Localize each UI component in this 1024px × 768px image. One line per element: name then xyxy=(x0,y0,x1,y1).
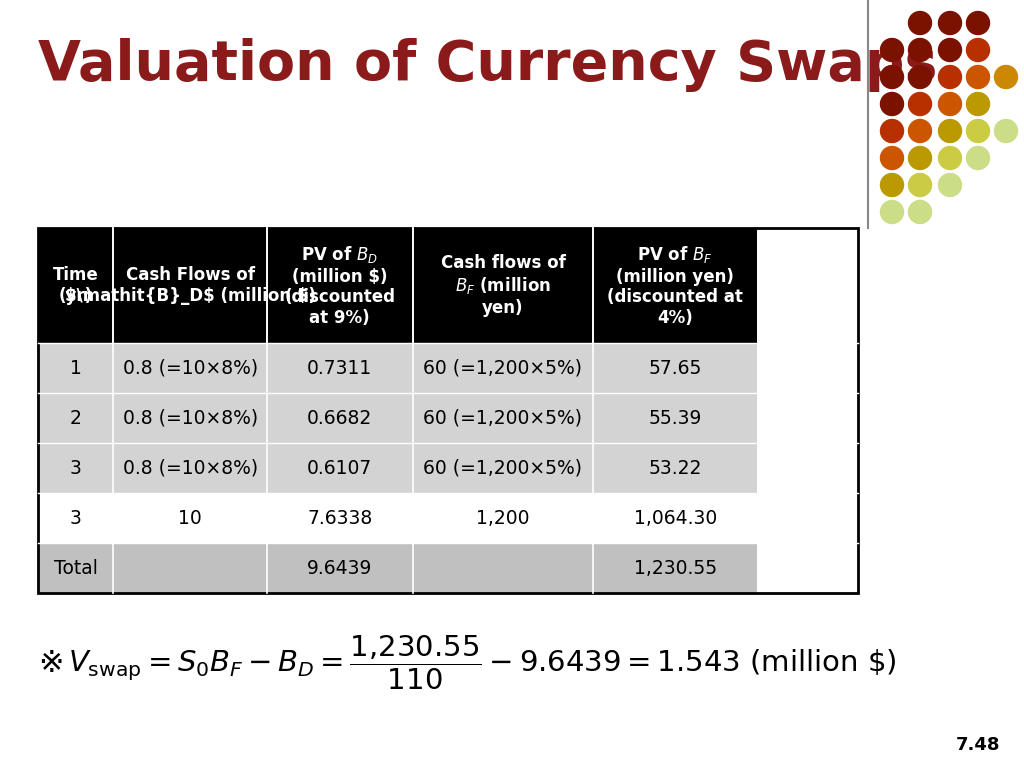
Bar xyxy=(267,543,413,593)
Bar xyxy=(413,543,593,593)
Circle shape xyxy=(939,38,962,61)
Circle shape xyxy=(881,92,903,115)
Circle shape xyxy=(881,174,903,197)
Bar xyxy=(38,343,114,393)
Bar xyxy=(114,343,267,393)
Circle shape xyxy=(908,147,932,170)
Circle shape xyxy=(967,38,989,61)
Text: 55.39: 55.39 xyxy=(648,409,701,428)
Text: 1: 1 xyxy=(70,359,82,378)
Text: PV of $\mathit{B}_F$
(million yen)
(discounted at
4%): PV of $\mathit{B}_F$ (million yen) (disc… xyxy=(607,243,743,327)
Bar xyxy=(114,228,267,343)
Text: 60 (=1,200×5%): 60 (=1,200×5%) xyxy=(424,409,583,428)
Bar xyxy=(267,343,413,393)
Circle shape xyxy=(939,147,962,170)
Text: 0.6682: 0.6682 xyxy=(307,409,373,428)
Text: 0.6107: 0.6107 xyxy=(307,458,373,478)
Text: 0.8 (=10×8%): 0.8 (=10×8%) xyxy=(123,409,258,428)
Bar xyxy=(267,228,413,343)
Circle shape xyxy=(881,65,903,88)
Text: Cash flows of
$\mathit{B}_F$ (million
yen): Cash flows of $\mathit{B}_F$ (million ye… xyxy=(440,254,565,317)
Text: 3: 3 xyxy=(70,508,82,528)
Text: 0.8 (=10×8%): 0.8 (=10×8%) xyxy=(123,359,258,378)
Circle shape xyxy=(939,65,962,88)
Bar xyxy=(593,343,757,393)
Circle shape xyxy=(908,120,932,143)
Circle shape xyxy=(939,174,962,197)
Text: 0.8 (=10×8%): 0.8 (=10×8%) xyxy=(123,458,258,478)
Bar xyxy=(114,393,267,443)
Bar xyxy=(593,493,757,543)
Bar xyxy=(593,443,757,493)
Text: 0.7311: 0.7311 xyxy=(307,359,373,378)
Bar xyxy=(413,493,593,543)
Text: 53.22: 53.22 xyxy=(648,458,701,478)
Text: 1,200: 1,200 xyxy=(476,508,529,528)
Circle shape xyxy=(908,92,932,115)
Circle shape xyxy=(939,120,962,143)
Bar xyxy=(38,393,114,443)
Text: Cash Flows of
$\mathit{B}_D$ (million $): Cash Flows of $\mathit{B}_D$ (million $) xyxy=(65,266,315,305)
Text: 10: 10 xyxy=(178,508,202,528)
Text: Valuation of Currency Swaps: Valuation of Currency Swaps xyxy=(38,38,938,92)
Circle shape xyxy=(994,120,1018,143)
Circle shape xyxy=(881,120,903,143)
Circle shape xyxy=(967,92,989,115)
Bar xyxy=(267,443,413,493)
Text: 1,064.30: 1,064.30 xyxy=(634,508,717,528)
Circle shape xyxy=(967,120,989,143)
Bar xyxy=(267,493,413,543)
Circle shape xyxy=(967,147,989,170)
Circle shape xyxy=(967,65,989,88)
Circle shape xyxy=(908,200,932,223)
Bar xyxy=(114,493,267,543)
Text: 1,230.55: 1,230.55 xyxy=(634,558,717,578)
Bar xyxy=(38,228,858,593)
Circle shape xyxy=(967,12,989,35)
Circle shape xyxy=(939,92,962,115)
Circle shape xyxy=(908,12,932,35)
Text: 57.65: 57.65 xyxy=(648,359,701,378)
Text: PV of $\mathit{B}_D$
(million $)
(discounted
at 9%): PV of $\mathit{B}_D$ (million $) (discou… xyxy=(285,243,395,327)
Bar xyxy=(38,443,114,493)
Bar xyxy=(38,493,114,543)
Text: 9.6439: 9.6439 xyxy=(307,558,373,578)
Circle shape xyxy=(908,38,932,61)
Text: Time
(yr): Time (yr) xyxy=(53,266,98,305)
Bar xyxy=(114,543,267,593)
Bar xyxy=(413,443,593,493)
Bar xyxy=(413,393,593,443)
Text: ※: ※ xyxy=(38,648,63,677)
Bar xyxy=(413,228,593,343)
Circle shape xyxy=(994,65,1018,88)
Bar xyxy=(38,228,114,343)
Circle shape xyxy=(881,200,903,223)
Circle shape xyxy=(881,147,903,170)
Bar xyxy=(593,393,757,443)
Bar xyxy=(593,228,757,343)
Text: 2: 2 xyxy=(70,409,82,428)
Circle shape xyxy=(939,12,962,35)
Text: $V_{\mathsf{swap}} = S_0B_F - B_D = \dfrac{1{,}230.55}{110} - 9.6439 = 1.543\ \m: $V_{\mathsf{swap}} = S_0B_F - B_D = \dfr… xyxy=(68,634,897,692)
Circle shape xyxy=(908,174,932,197)
Bar xyxy=(413,343,593,393)
Circle shape xyxy=(908,65,932,88)
Text: 7.6338: 7.6338 xyxy=(307,508,373,528)
Text: 60 (=1,200×5%): 60 (=1,200×5%) xyxy=(424,359,583,378)
Bar xyxy=(267,393,413,443)
Circle shape xyxy=(881,38,903,61)
Text: Total: Total xyxy=(54,558,97,578)
Text: 7.48: 7.48 xyxy=(955,736,1000,754)
Bar xyxy=(593,543,757,593)
Text: 60 (=1,200×5%): 60 (=1,200×5%) xyxy=(424,458,583,478)
Bar xyxy=(114,443,267,493)
Text: 3: 3 xyxy=(70,458,82,478)
Bar xyxy=(38,543,114,593)
